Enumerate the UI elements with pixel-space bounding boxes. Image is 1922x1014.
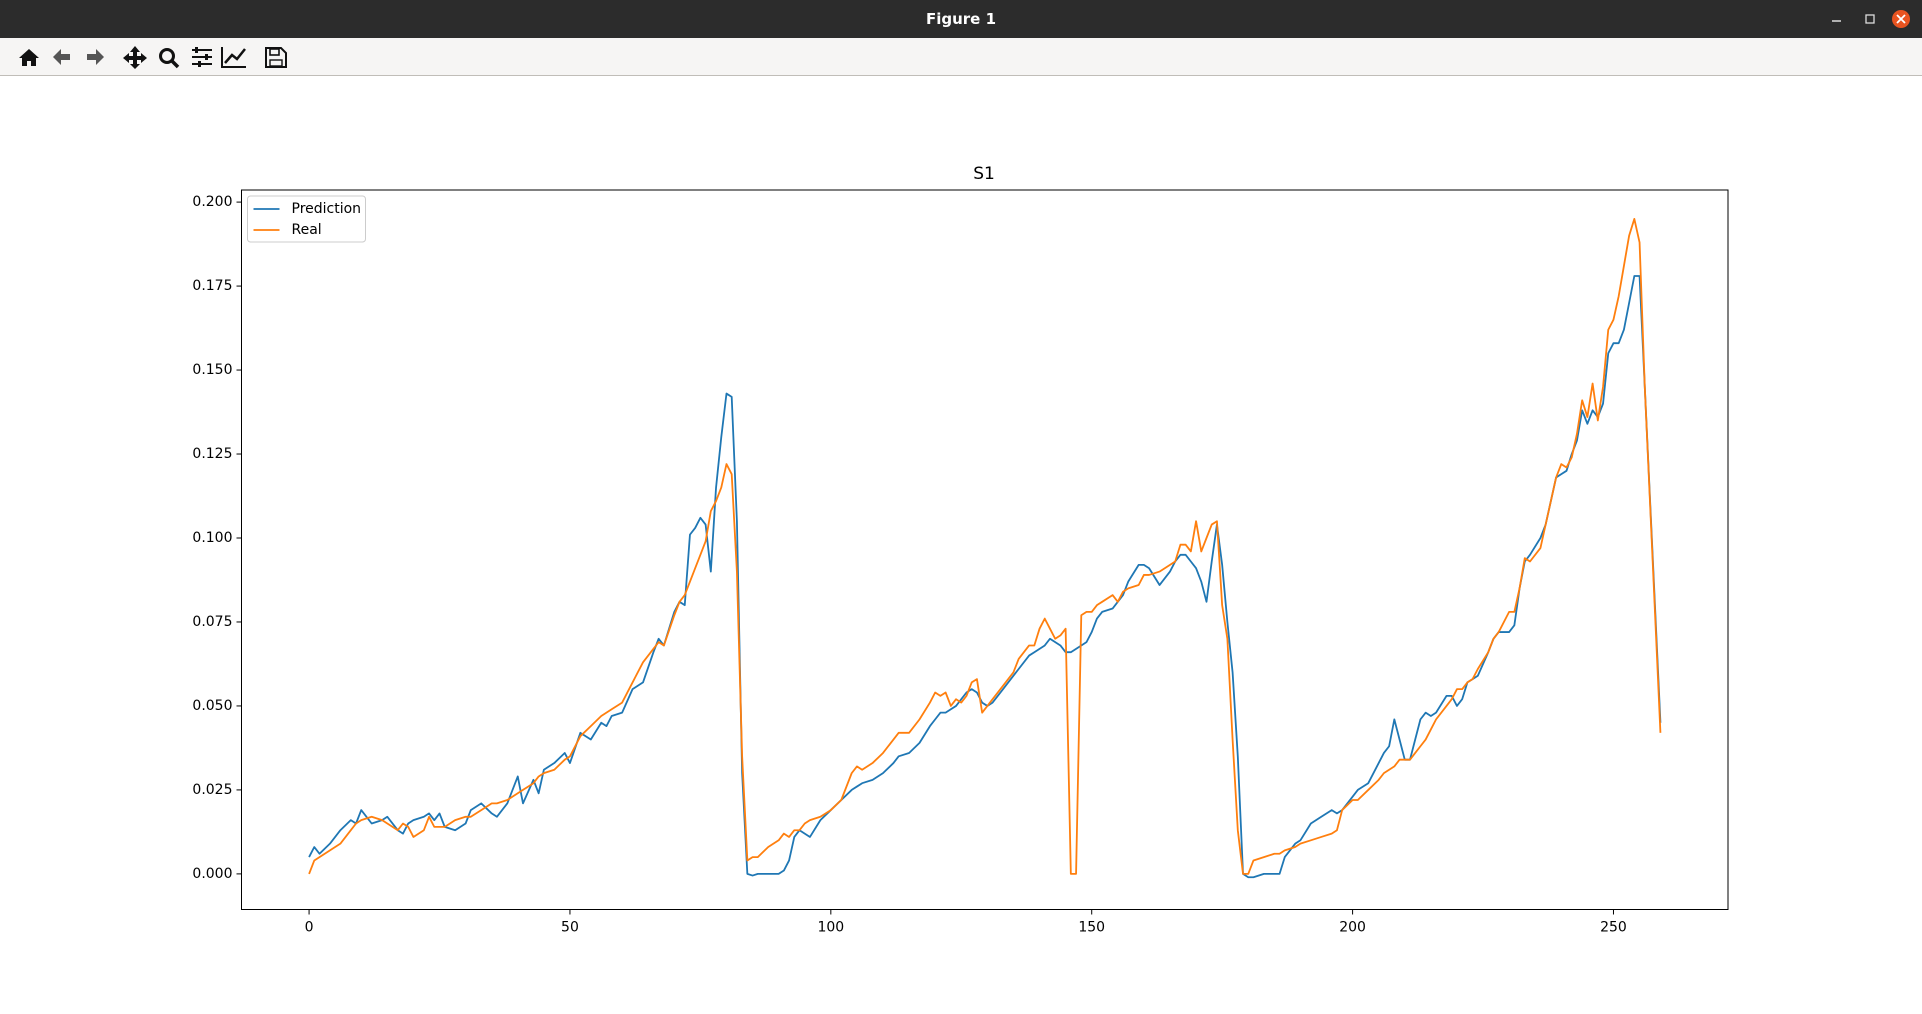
y-tick-label: 0.125 xyxy=(192,446,232,462)
y-tick-label: 0.050 xyxy=(192,698,232,714)
toolbar-icons xyxy=(19,46,287,69)
x-tick-label: 100 xyxy=(817,920,844,936)
edit-axes-button[interactable] xyxy=(221,47,246,68)
x-tick-label: 150 xyxy=(1078,920,1105,936)
pan-button[interactable] xyxy=(123,46,147,69)
x-tick-label: 50 xyxy=(561,920,579,936)
legend-label: Real xyxy=(292,222,322,238)
legend-label: Prediction xyxy=(292,201,362,217)
close-button[interactable] xyxy=(1892,10,1910,28)
window-title: Figure 1 xyxy=(925,10,997,28)
window-controls xyxy=(1832,10,1910,28)
window-title-bar: Figure 1 xyxy=(0,0,1922,38)
y-tick-label: 0.000 xyxy=(192,866,232,882)
x-tick-label: 0 xyxy=(305,920,314,936)
save-button[interactable] xyxy=(265,47,287,68)
configure-subplots-button[interactable] xyxy=(192,47,212,67)
forward-button[interactable] xyxy=(87,49,104,65)
y-tick-label: 0.200 xyxy=(192,194,232,210)
toolbar xyxy=(0,38,1922,76)
y-tick-label: 0.150 xyxy=(192,362,232,378)
data-line xyxy=(308,217,1662,875)
figure: S1 0 50 100 150 200 250 0.000 0.025 0.050 0.075 0.… xyxy=(192,164,1729,936)
home-button[interactable] xyxy=(19,49,39,66)
x-tick-label: 250 xyxy=(1600,920,1627,936)
plot-frame xyxy=(241,189,1729,910)
legend: Prediction Real xyxy=(247,195,366,243)
x-tick-label: 200 xyxy=(1339,920,1366,936)
maximize-button[interactable] xyxy=(1865,14,1875,24)
zoom-button[interactable] xyxy=(159,48,180,69)
y-tick-label: 0.025 xyxy=(192,782,232,798)
data-line xyxy=(308,275,1662,879)
y-tick-label: 0.175 xyxy=(192,278,232,294)
y-tick-label: 0.100 xyxy=(192,530,232,546)
back-button[interactable] xyxy=(53,49,70,65)
chart-title: S1 xyxy=(973,164,995,184)
y-tick-label: 0.075 xyxy=(192,614,232,630)
